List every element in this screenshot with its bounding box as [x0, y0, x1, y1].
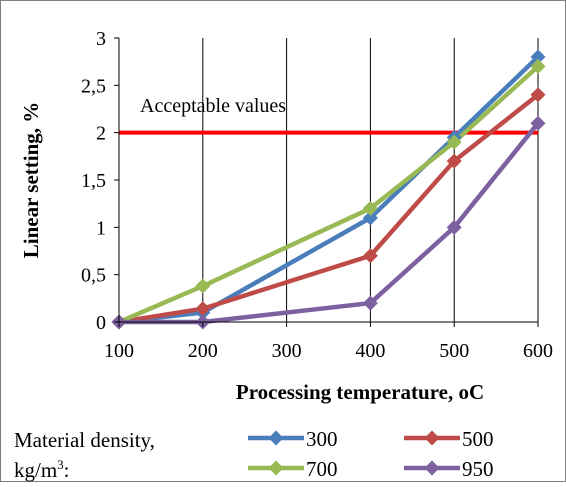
- legend-items: 300 500 700 950: [248, 427, 494, 481]
- reference-line-label: Acceptable values: [140, 95, 286, 117]
- y-tick-label: 3: [96, 28, 106, 50]
- y-axis-title: Linear setting, %: [19, 102, 43, 259]
- legend-label-700: 700: [306, 457, 338, 481]
- legend-unit-text: kg/m: [14, 458, 57, 482]
- data-point-700: [530, 58, 546, 74]
- legend-unit-suffix: :: [64, 458, 70, 482]
- x-tick-label: 300: [272, 340, 302, 362]
- x-tick-label: 200: [188, 340, 218, 362]
- data-point-500: [195, 301, 211, 317]
- data-point-500: [446, 153, 462, 169]
- axes: 0 0,5 1 1,5 2 2,5 3 100 200 300 400 500 600: [81, 28, 553, 362]
- legend-marker-950: [424, 460, 440, 476]
- legend-marker-500: [424, 430, 440, 446]
- y-tick-label: 1: [96, 217, 106, 239]
- data-point-300: [530, 49, 546, 65]
- y-tick-label: 2,5: [81, 75, 106, 97]
- legend-label-950: 950: [462, 457, 494, 481]
- y-tick-label: 2: [96, 123, 106, 145]
- data-point-950: [446, 219, 462, 235]
- y-tick-label: 1,5: [81, 170, 106, 192]
- data-point-700: [195, 278, 211, 294]
- y-tick-label: 0,5: [81, 265, 106, 287]
- data-point-700: [362, 200, 378, 216]
- data-point-300: [362, 210, 378, 226]
- x-tick-label: 100: [104, 340, 134, 362]
- data-point-500: [362, 248, 378, 264]
- legend-marker-700: [268, 460, 284, 476]
- legend-marker-300: [268, 430, 284, 446]
- x-axis-title: Processing temperature, oC: [236, 380, 484, 404]
- data-point-500: [530, 87, 546, 103]
- legend-label-300: 300: [306, 427, 338, 451]
- legend-label-500: 500: [462, 427, 494, 451]
- grid: [202, 38, 539, 322]
- x-tick-label: 600: [523, 340, 553, 362]
- series-group: [111, 49, 546, 330]
- legend: Material density, kg/m3: 300 500 700 950: [14, 427, 494, 482]
- legend-unit-superscript: 3: [57, 457, 64, 472]
- data-point-700: [446, 134, 462, 150]
- legend-unit: kg/m3:: [14, 457, 70, 482]
- x-tick-label: 500: [439, 340, 469, 362]
- data-point-950: [530, 115, 546, 131]
- data-point-950: [362, 295, 378, 311]
- legend-title: Material density,: [14, 428, 155, 452]
- x-tick-label: 400: [355, 340, 385, 362]
- y-tick-label: 0: [96, 312, 106, 334]
